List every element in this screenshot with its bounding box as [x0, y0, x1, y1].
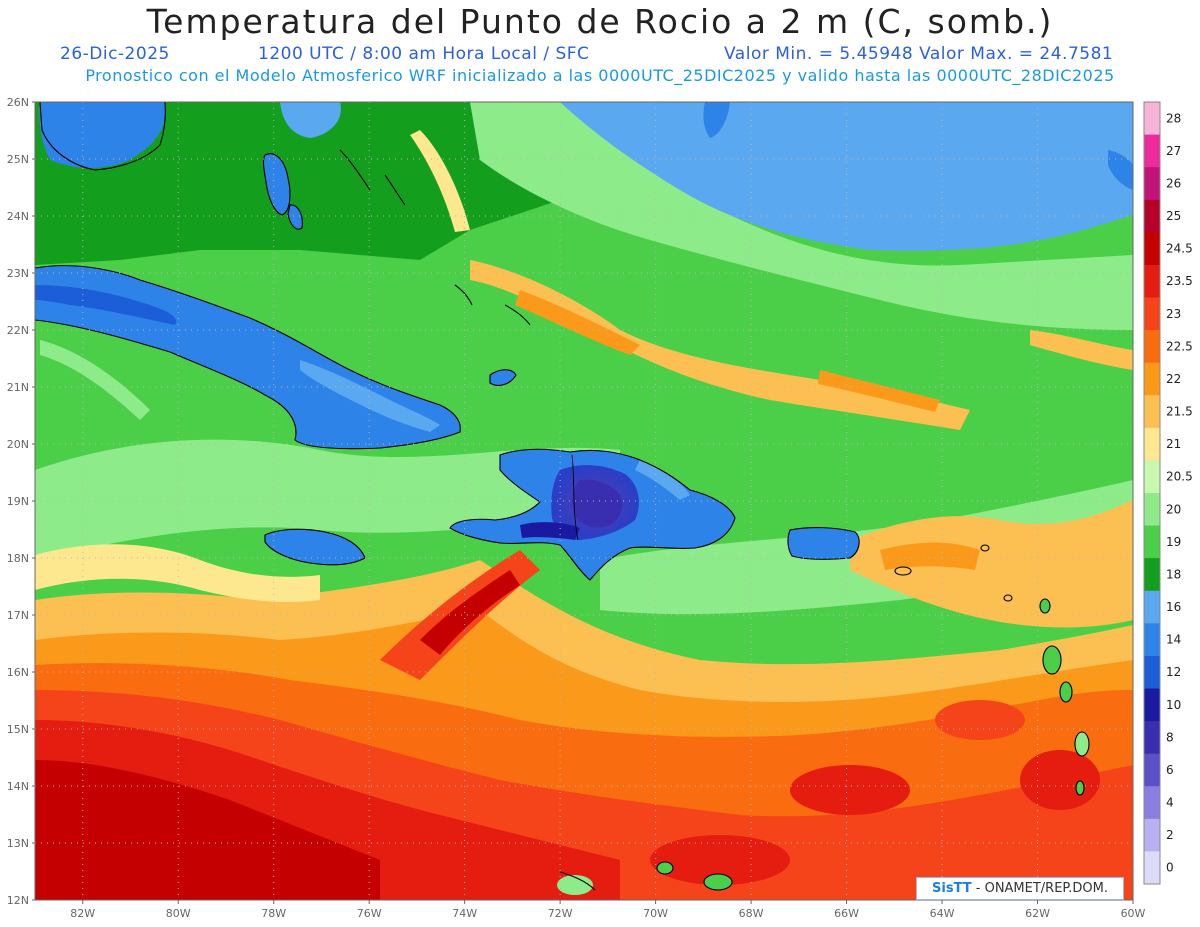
lat-label: 15N: [7, 723, 29, 736]
colorbar-label: 23.5: [1166, 274, 1193, 288]
lat-label: 20N: [7, 438, 29, 451]
lon-label: 80W: [166, 907, 191, 920]
colorbar-label: 23: [1166, 307, 1181, 321]
longitude-labels: 82W 80W 78W 76W 74W 72W 70W 68W 66W 64W 62W 60W: [70, 900, 1146, 920]
lat-label: 21N: [7, 381, 29, 394]
map-title: Temperatura del Punto de Rocio a 2 m (C,…: [146, 2, 1054, 41]
colorbar-label: 21.5: [1166, 405, 1193, 419]
lon-label: 70W: [643, 907, 668, 920]
colorbar-swatch: [1144, 493, 1160, 527]
colorbar-swatch: [1144, 753, 1160, 787]
lon-label: 66W: [834, 907, 859, 920]
model-info: Pronostico con el Modelo Atmosferico WRF…: [85, 66, 1115, 85]
lat-label: 19N: [7, 495, 29, 508]
colorbar-swatch: [1144, 721, 1160, 755]
colorbar-label: 27: [1166, 144, 1181, 158]
colorbar-swatch: [1144, 395, 1160, 429]
lon-label: 64W: [930, 907, 955, 920]
colorbar-swatch: [1144, 102, 1160, 136]
lon-label: 72W: [548, 907, 573, 920]
colorbar-swatch: [1144, 362, 1160, 396]
lon-label: 60W: [1121, 907, 1146, 920]
colorbar-label: 12: [1166, 665, 1181, 679]
colorbar-swatch: [1144, 330, 1160, 364]
colorbar-label: 10: [1166, 698, 1181, 712]
colorbar-label: 28: [1166, 111, 1181, 125]
colorbar-swatch: [1144, 818, 1160, 852]
credit-box: SisTT - ONAMET/REP.DOM.: [916, 877, 1124, 900]
lat-label: 17N: [7, 609, 29, 622]
colorbar-label: 16: [1166, 600, 1181, 614]
lon-label: 78W: [261, 907, 286, 920]
colorbar-swatch: [1144, 297, 1160, 331]
colorbar-label: 18: [1166, 567, 1181, 581]
colorbar-label: 21: [1166, 437, 1181, 451]
colorbar-swatch: [1144, 786, 1160, 820]
colorbar-swatch: [1144, 655, 1160, 689]
lon-label: 82W: [70, 907, 95, 920]
colorbar-swatch: [1144, 851, 1160, 885]
lat-label: 22N: [7, 324, 29, 337]
colorbar-swatch: [1144, 688, 1160, 722]
colorbar-swatch: [1144, 460, 1160, 494]
colorbar-label: 8: [1166, 730, 1174, 744]
colorbar-swatch: [1144, 167, 1160, 201]
lat-label: 25N: [7, 153, 29, 166]
colorbar-label: 19: [1166, 535, 1181, 549]
lat-label: 14N: [7, 780, 29, 793]
colorbar-label: 20: [1166, 502, 1181, 516]
lon-label: 68W: [739, 907, 764, 920]
lon-label: 74W: [452, 907, 477, 920]
colorbar-label: 20.5: [1166, 470, 1193, 484]
colorbar-label: 26: [1166, 176, 1181, 190]
colorbar-swatch: [1144, 427, 1160, 461]
latitude-labels: 26N 25N 24N 23N 22N 21N 20N 19N 18N 17N 16N 15N 14N 1…: [7, 96, 35, 907]
lat-label: 18N: [7, 552, 29, 565]
colorbar-label: 6: [1166, 763, 1174, 777]
colorbar-swatch: [1144, 232, 1160, 266]
colorbar: 2827262524.523.52322.52221.52120.5201918…: [1143, 101, 1193, 885]
sistt-logo: SisTT: [932, 881, 972, 896]
lat-label: 12N: [7, 894, 29, 907]
colorbar-frame: [1143, 101, 1161, 885]
lat-label: 13N: [7, 837, 29, 850]
lon-label: 76W: [357, 907, 382, 920]
dewpoint-field: [35, 102, 1133, 900]
colorbar-label: 22.5: [1166, 339, 1193, 353]
colorbar-label: 2: [1166, 828, 1174, 842]
colorbar-label: 25: [1166, 209, 1181, 223]
lon-label: 62W: [1025, 907, 1050, 920]
colorbar-swatch: [1144, 199, 1160, 233]
forecast-time: 1200 UTC / 8:00 am Hora Local / SFC: [258, 44, 590, 64]
colorbar-label: 0: [1166, 861, 1174, 875]
colorbar-swatch: [1144, 134, 1160, 168]
forecast-date: 26-Dic-2025: [60, 44, 170, 64]
colorbar-label: 22: [1166, 372, 1181, 386]
colorbar-label: 4: [1166, 796, 1174, 810]
colorbar-swatch: [1144, 558, 1160, 592]
colorbar-label: 14: [1166, 633, 1181, 647]
lat-label: 24N: [7, 210, 29, 223]
min-max-values: Valor Min. = 5.45948 Valor Max. = 24.758…: [724, 44, 1114, 64]
colorbar-swatch: [1144, 525, 1160, 559]
lat-label: 26N: [7, 96, 29, 109]
credit-text: - ONAMET/REP.DOM.: [971, 881, 1108, 896]
colorbar-swatch: [1144, 623, 1160, 657]
lat-label: 23N: [7, 267, 29, 280]
lat-label: 16N: [7, 666, 29, 679]
colorbar-swatch: [1144, 264, 1160, 298]
colorbar-swatch: [1144, 590, 1160, 624]
colorbar-label: 24.5: [1166, 242, 1193, 256]
